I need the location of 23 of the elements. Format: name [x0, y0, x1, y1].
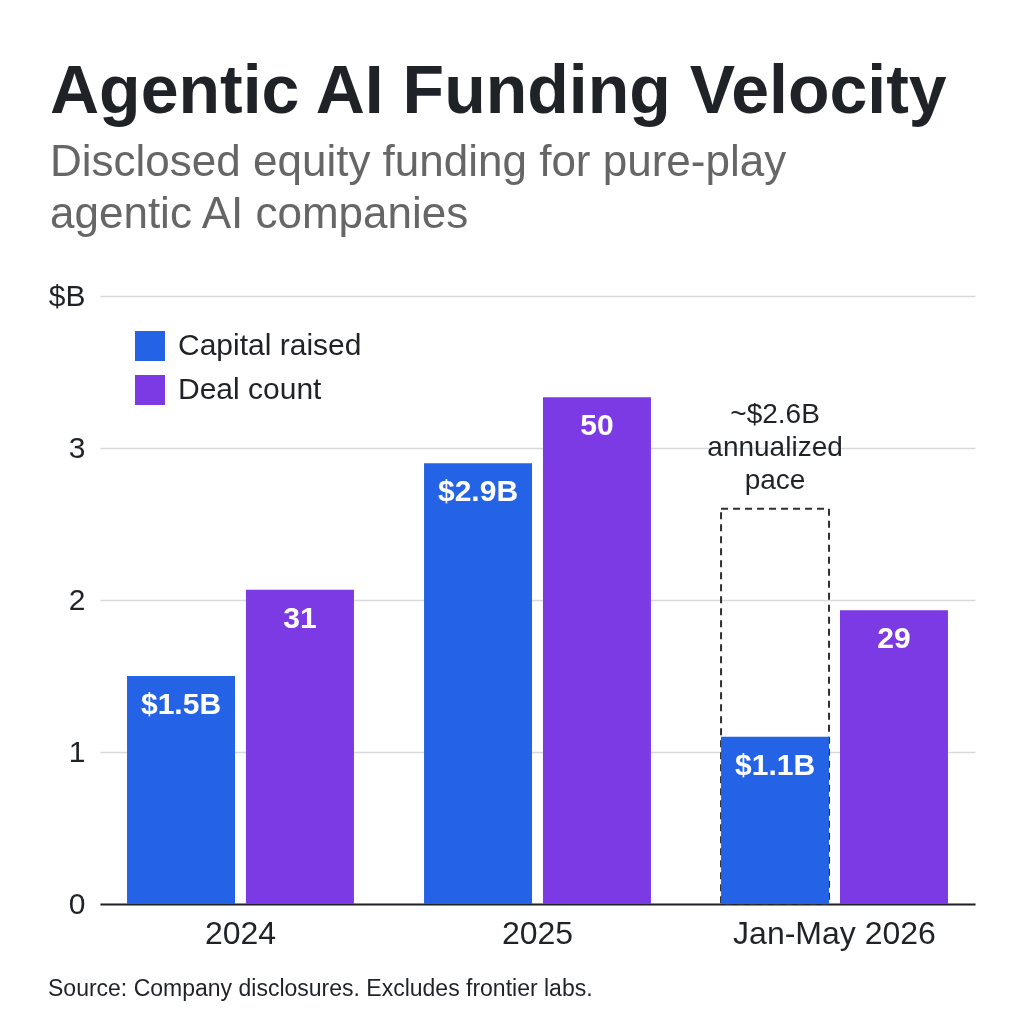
bar [424, 463, 533, 904]
data-label: $1.1B [735, 747, 816, 781]
bar [127, 676, 236, 904]
y-tick-label: 2 [68, 582, 86, 616]
data-label: 31 [283, 600, 317, 634]
y-tick-label: 0 [68, 886, 86, 920]
data-label: 29 [877, 621, 911, 655]
source-note: Source: Company disclosures. Excludes frontier labs. [48, 975, 593, 1001]
x-tick-label: 2025 [501, 914, 574, 951]
legend-label: Deal count [178, 372, 323, 405]
bar [721, 736, 830, 904]
chart-subtitle: Disclosed equity funding for pure-play agentic AI companies [50, 136, 787, 237]
data-label: 50 [580, 408, 614, 442]
data-label: ~$2.6B annualized pace [707, 397, 843, 495]
x-tick-label: 2024 [204, 914, 277, 951]
data-label: $2.9B [438, 474, 519, 508]
y-tick-label: $B [48, 278, 86, 312]
x-tick-label: Jan-May 2026 [733, 914, 936, 951]
y-tick-label: 1 [68, 734, 86, 768]
legend-label: Capital raised [178, 328, 362, 361]
y-tick-label: 3 [68, 430, 86, 464]
data-label: $1.5B [140, 687, 222, 720]
chart-title: Agentic AI Funding Velocity [50, 51, 947, 127]
